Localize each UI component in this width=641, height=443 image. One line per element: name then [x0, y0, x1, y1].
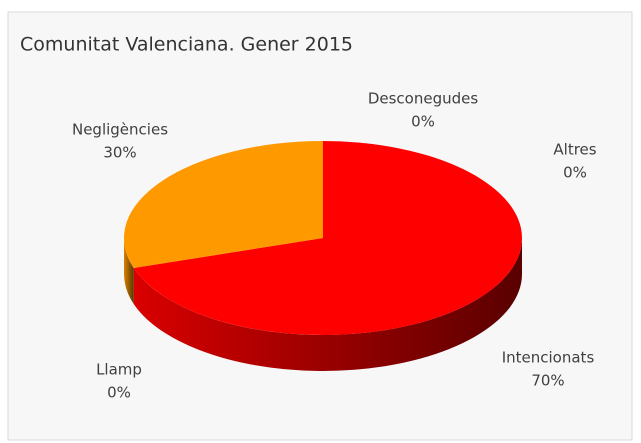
pie-slice — [124, 141, 323, 268]
data-label-name: Desconegudes — [368, 90, 479, 108]
data-label-value: 0% — [563, 164, 587, 182]
data-label-value: 0% — [107, 384, 131, 402]
pie-side — [133, 238, 522, 371]
pie-slice — [133, 141, 522, 335]
chart-title: Comunitat Valenciana. Gener 2015 — [20, 34, 353, 56]
pie-side — [124, 238, 134, 304]
data-label-name: Altres — [553, 141, 596, 159]
data-label-name: Negligències — [72, 121, 168, 139]
data-label-value: 70% — [531, 372, 564, 390]
data-label-value: 0% — [411, 113, 435, 131]
data-label-name: Intencionats — [502, 349, 595, 367]
data-label-name: Llamp — [96, 361, 142, 379]
data-label-value: 30% — [103, 144, 136, 162]
